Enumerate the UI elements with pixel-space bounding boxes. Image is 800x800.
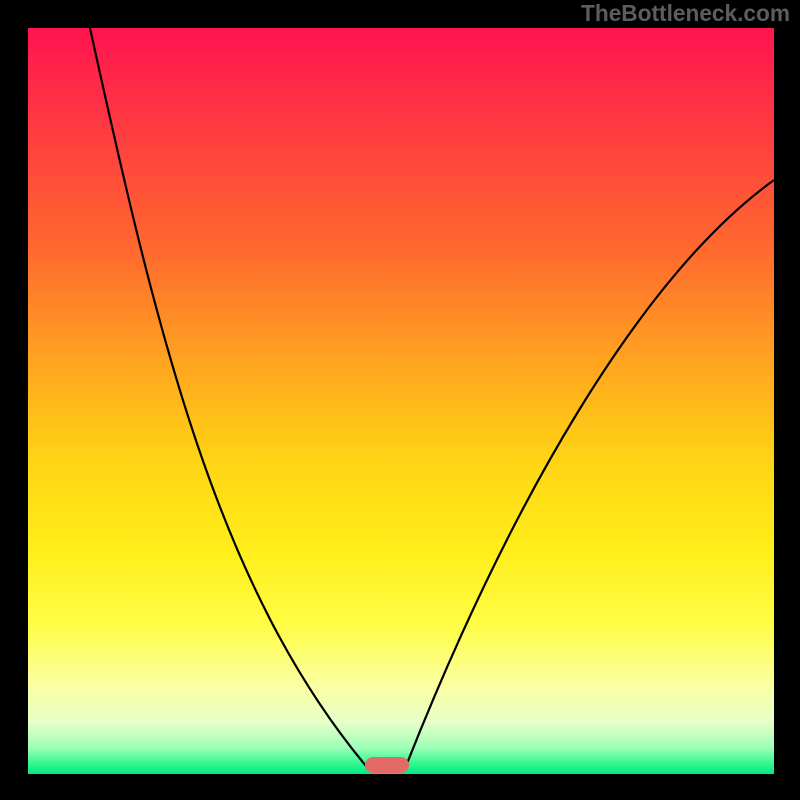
plot-area xyxy=(28,28,774,774)
bottleneck-marker xyxy=(365,757,409,773)
attribution-text: TheBottleneck.com xyxy=(581,0,790,27)
curve-left-branch xyxy=(90,28,366,766)
curve-layer xyxy=(28,28,774,774)
curve-right-branch xyxy=(406,180,774,766)
